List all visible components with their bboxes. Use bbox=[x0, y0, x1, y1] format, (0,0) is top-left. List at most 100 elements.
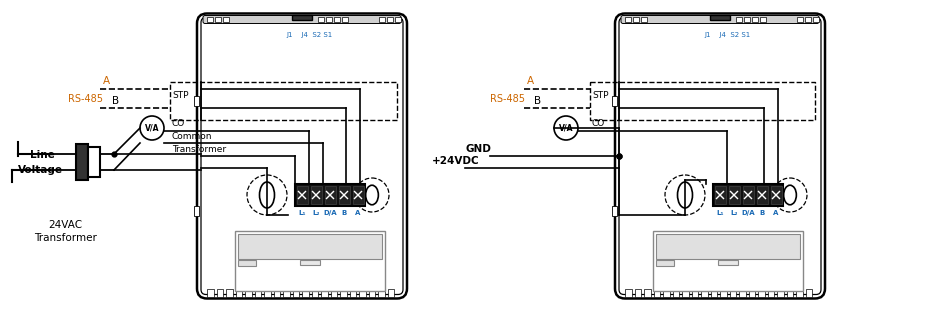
Bar bbox=[625, 17, 631, 22]
Bar bbox=[777, 289, 784, 296]
Bar bbox=[663, 289, 670, 296]
Bar bbox=[710, 14, 730, 19]
Bar bbox=[226, 289, 233, 296]
Bar bbox=[656, 260, 674, 266]
Text: 24VAC: 24VAC bbox=[48, 220, 82, 230]
Text: Transformer: Transformer bbox=[34, 233, 97, 243]
Bar bbox=[796, 289, 803, 296]
Bar bbox=[760, 17, 766, 22]
Bar bbox=[340, 289, 347, 296]
Bar bbox=[255, 289, 261, 296]
Bar bbox=[590, 82, 815, 120]
Bar bbox=[292, 289, 299, 296]
Bar bbox=[238, 234, 382, 259]
Text: L₁: L₁ bbox=[298, 210, 306, 216]
Bar bbox=[264, 289, 271, 296]
Text: L₁: L₁ bbox=[716, 210, 724, 216]
Text: J1    J4  S2 S1: J1 J4 S2 S1 bbox=[705, 33, 751, 38]
Bar bbox=[653, 231, 803, 291]
Text: +24VDC: +24VDC bbox=[432, 156, 479, 166]
Bar bbox=[216, 289, 224, 296]
Bar bbox=[387, 17, 393, 22]
Text: STP: STP bbox=[592, 91, 608, 100]
Bar bbox=[318, 17, 324, 22]
Bar bbox=[736, 17, 742, 22]
FancyBboxPatch shape bbox=[621, 16, 819, 23]
Bar bbox=[236, 289, 243, 296]
Bar bbox=[767, 289, 775, 296]
Text: D/A: D/A bbox=[741, 210, 755, 216]
Bar bbox=[321, 289, 328, 296]
Bar bbox=[739, 289, 745, 296]
Text: Common: Common bbox=[172, 132, 212, 141]
Bar bbox=[682, 289, 689, 296]
Bar bbox=[656, 234, 800, 259]
Bar bbox=[395, 17, 401, 22]
Text: CO: CO bbox=[172, 119, 185, 128]
Bar bbox=[300, 260, 320, 265]
Bar bbox=[311, 289, 319, 296]
Text: D/A: D/A bbox=[323, 210, 337, 216]
Text: RS-485: RS-485 bbox=[68, 94, 103, 104]
Text: B: B bbox=[534, 96, 541, 106]
Text: Transformer: Transformer bbox=[172, 145, 227, 154]
Text: A: A bbox=[774, 210, 778, 216]
Bar bbox=[352, 186, 364, 204]
Bar bbox=[743, 186, 754, 204]
Bar bbox=[245, 289, 252, 296]
Bar bbox=[711, 289, 717, 296]
Bar bbox=[713, 184, 783, 206]
Bar bbox=[283, 289, 290, 296]
Bar bbox=[324, 186, 336, 204]
Bar bbox=[350, 289, 356, 296]
Bar bbox=[634, 289, 641, 296]
Bar bbox=[331, 289, 337, 296]
Bar bbox=[612, 96, 617, 106]
Bar bbox=[748, 289, 756, 296]
Text: A: A bbox=[527, 76, 534, 86]
Text: GND: GND bbox=[465, 144, 491, 154]
Bar bbox=[378, 289, 384, 296]
Bar bbox=[207, 17, 213, 22]
Text: Voltage: Voltage bbox=[18, 165, 63, 175]
Bar bbox=[235, 231, 385, 291]
Bar bbox=[359, 289, 366, 296]
Bar bbox=[701, 289, 708, 296]
Bar bbox=[310, 186, 321, 204]
Bar bbox=[752, 17, 758, 22]
Bar bbox=[238, 260, 256, 266]
Bar bbox=[805, 17, 811, 22]
Bar bbox=[76, 144, 88, 180]
Text: L₂: L₂ bbox=[312, 210, 320, 216]
Bar bbox=[641, 17, 647, 22]
Text: A: A bbox=[355, 210, 361, 216]
Bar bbox=[771, 186, 781, 204]
Text: B: B bbox=[341, 210, 347, 216]
Text: RS-485: RS-485 bbox=[490, 94, 525, 104]
Bar bbox=[194, 206, 199, 216]
Bar bbox=[338, 186, 350, 204]
Text: B: B bbox=[112, 96, 119, 106]
Text: B: B bbox=[760, 210, 764, 216]
Text: J1    J4  S2 S1: J1 J4 S2 S1 bbox=[287, 33, 333, 38]
Bar bbox=[207, 289, 213, 296]
Bar bbox=[797, 17, 803, 22]
Bar bbox=[368, 289, 375, 296]
Text: A: A bbox=[103, 76, 110, 86]
Bar bbox=[653, 289, 660, 296]
Bar bbox=[692, 289, 698, 296]
Text: Line: Line bbox=[30, 150, 55, 160]
Bar bbox=[787, 289, 793, 296]
Text: V/A: V/A bbox=[145, 124, 159, 132]
Bar bbox=[757, 186, 767, 204]
Bar bbox=[729, 289, 736, 296]
Bar bbox=[720, 289, 727, 296]
Bar bbox=[633, 17, 639, 22]
Bar bbox=[170, 82, 397, 120]
Bar bbox=[387, 289, 395, 296]
Text: V/A: V/A bbox=[558, 124, 573, 132]
Bar bbox=[223, 17, 229, 22]
Bar bbox=[714, 186, 726, 204]
Bar bbox=[295, 184, 365, 206]
Bar bbox=[194, 96, 199, 106]
